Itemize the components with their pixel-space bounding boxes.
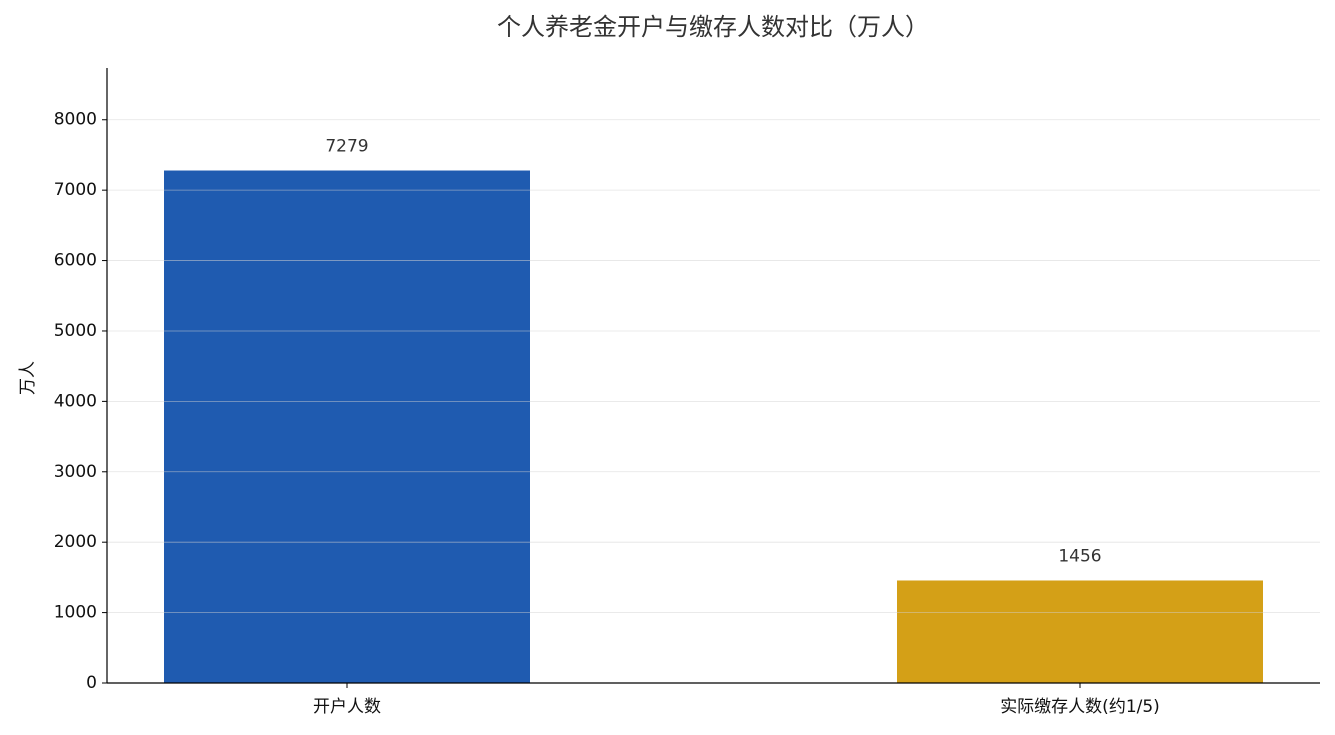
value-label: 7279 <box>325 137 368 157</box>
y-axis-label: 万人 <box>18 361 38 395</box>
y-tick-label: 6000 <box>54 251 97 271</box>
bar <box>897 580 1263 683</box>
y-tick-label: 1000 <box>54 603 97 623</box>
chart-title: 个人养老金开户与缴存人数对比（万人） <box>497 13 929 41</box>
bar <box>164 170 530 684</box>
y-tick-label: 2000 <box>54 532 97 552</box>
x-tick-label: 开户人数 <box>313 697 381 717</box>
x-tick-label: 实际缴存人数(约1/5) <box>1000 697 1160 717</box>
y-tick-label: 4000 <box>54 391 97 411</box>
y-tick-label: 3000 <box>54 462 97 482</box>
y-tick-label: 0 <box>86 673 97 693</box>
y-tick-label: 7000 <box>54 180 97 200</box>
y-tick-label: 8000 <box>54 110 97 130</box>
value-label: 1456 <box>1058 546 1101 566</box>
y-tick-label: 5000 <box>54 321 97 341</box>
